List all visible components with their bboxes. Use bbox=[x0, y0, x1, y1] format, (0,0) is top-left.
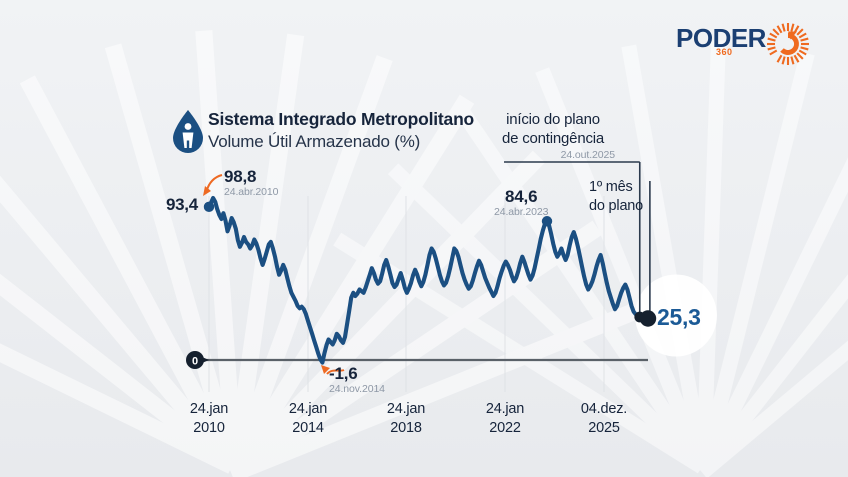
x-tick-2018-day: 24.jan bbox=[386, 401, 426, 417]
plan-start-date: 24.out.2025 bbox=[560, 149, 615, 161]
x-tick-2014-year: 2014 bbox=[292, 420, 324, 436]
logo-suffix: 360 bbox=[716, 47, 733, 57]
data-point-start bbox=[203, 201, 215, 213]
radial-burst-icon bbox=[767, 23, 809, 65]
zero-marker: 0 bbox=[186, 351, 209, 369]
event-line-plan-start bbox=[504, 161, 641, 321]
label-peak-2010: 98,8 24.abr.2010 bbox=[224, 167, 278, 198]
poder360-logo: PODER 360 bbox=[676, 18, 826, 65]
data-point-final bbox=[639, 310, 657, 327]
chart-title-block: Sistema Integrado Metropolitano Volume Ú… bbox=[168, 106, 598, 162]
callout-arrow-neg16 bbox=[321, 365, 345, 375]
logo-wordmark: PODER bbox=[676, 23, 766, 53]
label-peak-2023: 84,6 24.abr.2023 bbox=[494, 187, 548, 218]
svg-text:0: 0 bbox=[192, 356, 198, 368]
label-start-value: 93,4 bbox=[166, 195, 198, 214]
annotation-first-month: 1º mês do plano bbox=[589, 178, 643, 216]
callout-arrow-98 bbox=[203, 174, 223, 196]
page-subtitle: Volume Útil Armazenado (%) bbox=[208, 132, 421, 151]
first-month-line1: 1º mês bbox=[589, 179, 633, 195]
x-tick-2018-year: 2018 bbox=[390, 420, 422, 436]
x-tick-2025: 04.dez. 2025 bbox=[559, 400, 649, 438]
min-2014-value: -1,6 bbox=[329, 364, 358, 383]
plan-start-line1: início do plano bbox=[506, 111, 600, 128]
peak-2023-value: 84,6 bbox=[505, 187, 538, 206]
peak-2023-date: 24.abr.2023 bbox=[494, 206, 549, 218]
x-tick-2014: 24.jan 2014 bbox=[263, 400, 353, 438]
label-min-2014: -1,6 24.nov.2014 bbox=[329, 364, 385, 395]
min-2014-date: 24.nov.2014 bbox=[329, 383, 385, 395]
x-tick-2025-year: 2025 bbox=[588, 420, 620, 436]
page-title: Sistema Integrado Metropolitano bbox=[208, 109, 475, 129]
label-final-value: 25,3 bbox=[657, 303, 701, 330]
x-tick-2010-year: 2010 bbox=[193, 420, 225, 436]
peak-2010-date: 24.abr.2010 bbox=[224, 186, 279, 198]
water-drop-person-icon bbox=[173, 110, 203, 153]
x-tick-2022: 24.jan 2022 bbox=[460, 400, 550, 438]
annotation-plan-start: início do plano de contingência 24.out.2… bbox=[489, 110, 617, 161]
data-point-peak-2023 bbox=[541, 216, 553, 227]
x-tick-2025-day: 04.dez. bbox=[580, 401, 628, 417]
final-value-halo bbox=[635, 274, 717, 357]
x-tick-2010-day: 24.jan bbox=[189, 401, 229, 417]
x-tick-2022-day: 24.jan bbox=[485, 401, 525, 417]
first-month-line2: do plano bbox=[589, 198, 644, 214]
peak-2010-value: 98,8 bbox=[224, 167, 257, 186]
data-line bbox=[206, 195, 651, 365]
x-tick-2010: 24.jan 2010 bbox=[164, 400, 254, 438]
x-tick-2014-day: 24.jan bbox=[288, 401, 328, 417]
x-tick-2018: 24.jan 2018 bbox=[361, 400, 451, 438]
x-tick-2022-year: 2022 bbox=[489, 420, 521, 436]
plan-start-line2: de contingência bbox=[501, 130, 605, 147]
